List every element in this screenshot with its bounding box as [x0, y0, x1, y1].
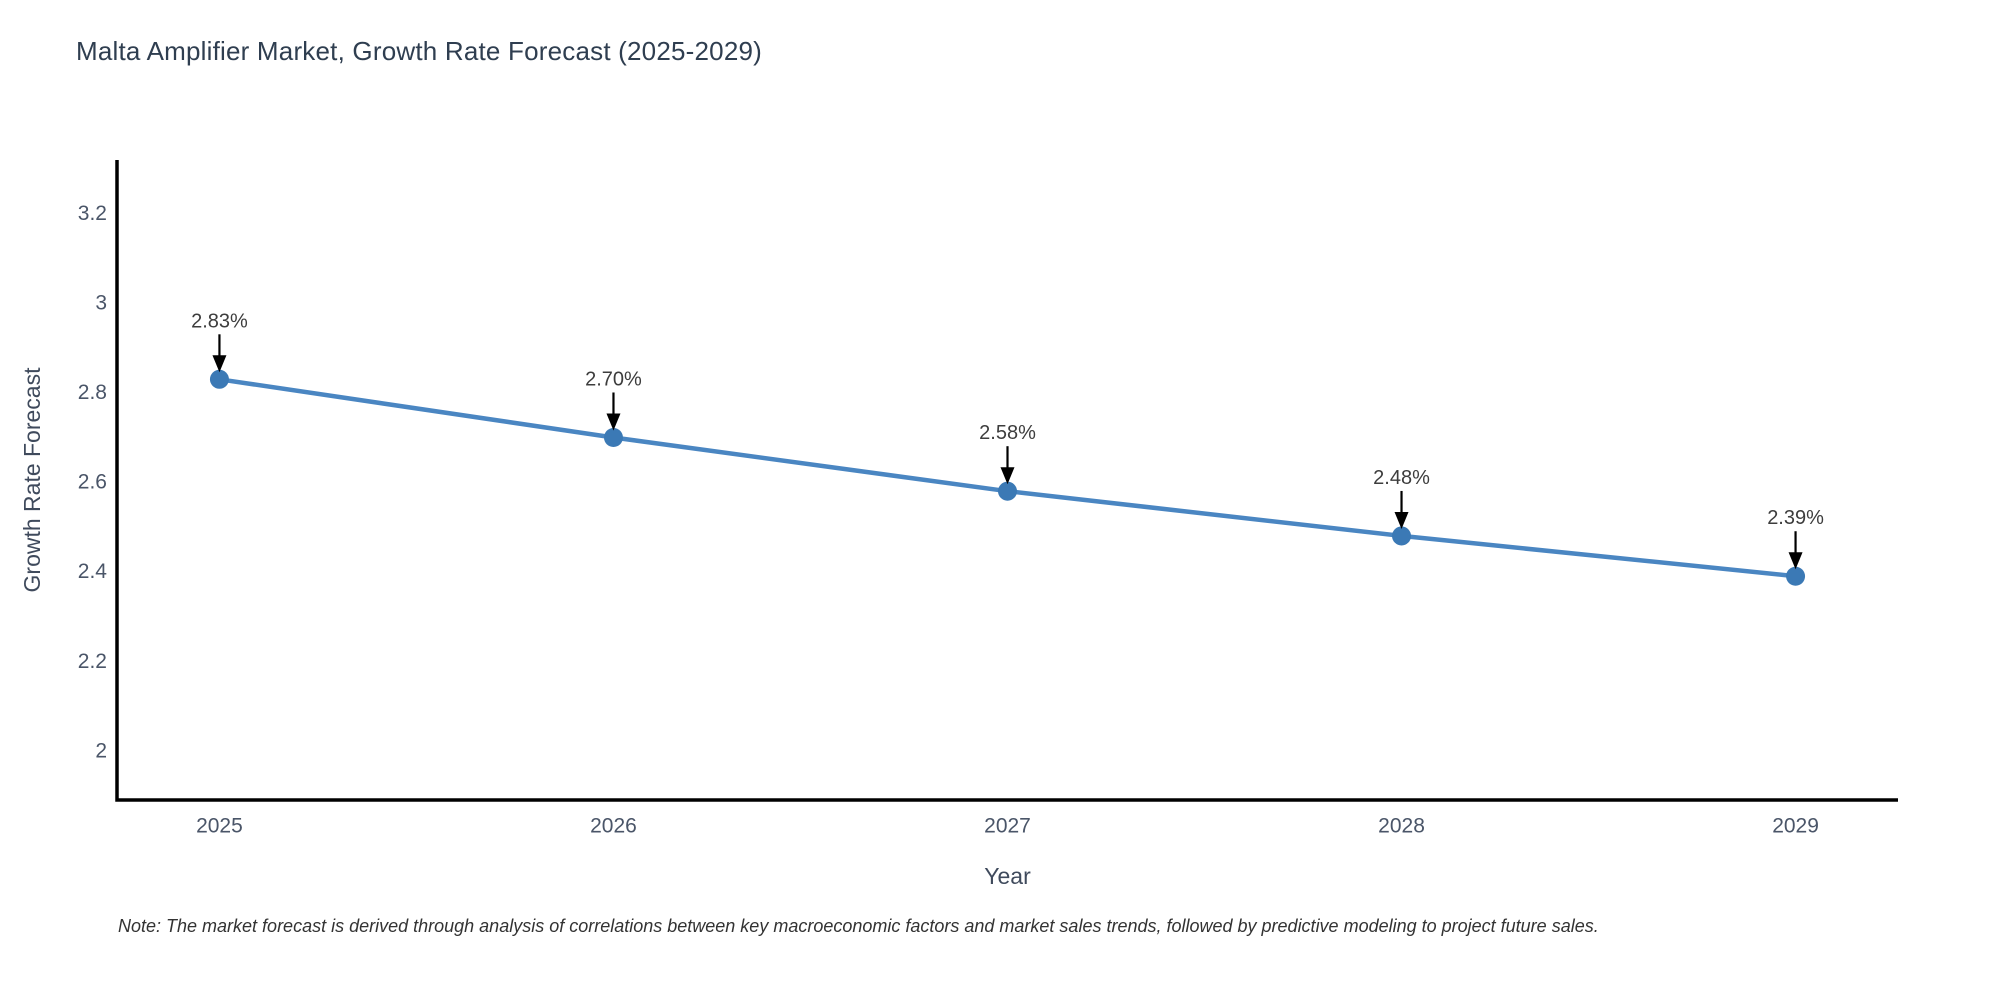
y-tick-label: 2.2	[78, 650, 107, 673]
y-tick-label: 2	[95, 739, 107, 762]
data-point	[603, 427, 623, 447]
annotation-arrowhead	[606, 413, 621, 431]
y-tick-label: 2.6	[78, 471, 107, 494]
footnote: Note: The market forecast is derived thr…	[118, 916, 1599, 936]
axis-spines	[115, 160, 1898, 802]
x-tick-label: 2027	[984, 815, 1031, 838]
point-value-label: 2.39%	[1767, 507, 1824, 529]
data-point	[1392, 526, 1412, 546]
y-tick-label: 2.4	[78, 560, 108, 583]
y-tick-label: 3	[95, 292, 107, 315]
point-value-label: 2.83%	[191, 310, 248, 332]
point-value-label: 2.48%	[1373, 467, 1430, 489]
data-point	[1786, 566, 1806, 586]
annotation-arrowhead	[212, 355, 227, 373]
point-value-label: 2.70%	[585, 368, 642, 390]
annotation-arrowhead	[1788, 552, 1803, 570]
annotation-arrowhead	[1394, 511, 1409, 529]
x-tick-label: 2026	[590, 815, 637, 838]
point-value-label: 2.58%	[979, 422, 1036, 444]
x-tick-label: 2028	[1378, 815, 1425, 838]
data-point	[998, 481, 1017, 501]
annotation-arrowhead	[1000, 467, 1015, 485]
y-tick-label: 2.8	[78, 381, 107, 404]
x-tick-label: 2025	[196, 815, 243, 838]
y-axis-title: Growth Rate Forecast	[19, 367, 45, 593]
x-axis-title: Year	[984, 863, 1031, 889]
chart-title: Malta Amplifier Market, Growth Rate Fore…	[76, 36, 763, 66]
x-tick-label: 2029	[1772, 815, 1819, 838]
data-point	[209, 369, 229, 389]
y-tick-label: 3.2	[78, 202, 107, 225]
